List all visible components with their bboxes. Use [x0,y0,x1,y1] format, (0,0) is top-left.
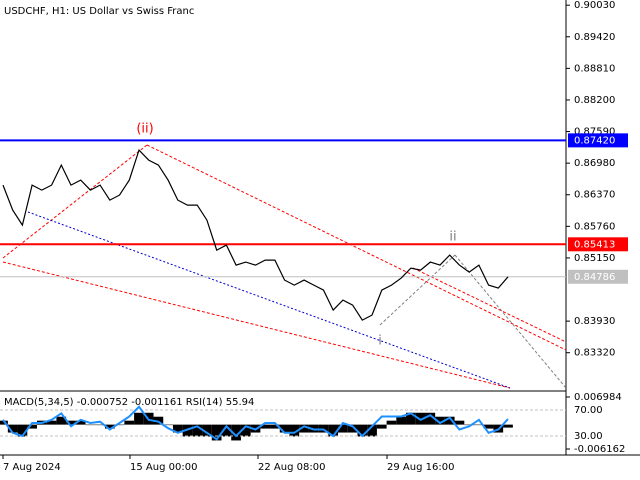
macd-bar [192,424,203,437]
macd-bar [46,420,57,425]
x-tick-label: 29 Aug 16:00 [387,462,454,473]
macd-bar [425,412,436,425]
trend-line [27,211,511,389]
macd-bar [444,416,455,425]
wave-line [379,254,456,326]
y-tick-label: 0.88200 [574,95,615,106]
macd-bar [367,424,377,437]
macd-bar [7,424,18,433]
macd-bar [396,416,407,425]
macd-bar [260,424,271,429]
y-tick-label: 0.83930 [574,316,615,327]
indicator-title: MACD(5,34,5) -0.000752 -0.001161 RSI(14)… [4,397,254,408]
macd-bar [134,412,144,425]
y-tick-label: 0.83320 [574,348,615,359]
y-tick-label: 0.88810 [574,63,615,74]
macd-bar [270,424,280,429]
y-tick-label: 0.89420 [574,32,615,43]
macd-bar [289,424,300,437]
trend-line [2,144,148,259]
macd-bar [27,424,37,429]
macd-bar [357,424,368,437]
y-tick-label: 70.00 [574,405,603,416]
trend-line [412,267,567,343]
macd-bar [338,424,348,433]
macd-bar [182,424,193,437]
macd-bar [474,424,484,426]
x-tick-label: 15 Aug 00:00 [130,462,197,473]
y-tick-label: 0.85150 [574,253,615,264]
y-tick-label: 0.006984 [574,392,622,403]
y-tick-label: 0.85760 [574,221,615,232]
wave-line [454,254,567,389]
y-tick-label: 0.86980 [574,158,615,169]
macd-bar [328,424,339,437]
macd-bar [56,416,67,425]
wave-label: (ii) [136,122,153,137]
macd-bar [163,424,173,426]
rsi-line [2,405,509,441]
macd-bar [202,424,212,437]
macd-bar [503,424,513,428]
x-tick-label: 22 Aug 08:00 [258,462,325,473]
y-tick-label: 0.87590 [574,127,615,138]
y-tick-label: 0.90030 [574,0,615,11]
macd-bar [376,424,387,429]
level-label: 0.87420 [574,135,615,146]
y-tick-label: 0.86370 [574,190,615,201]
y-tick-label: 30.00 [574,431,603,442]
macd-bar [435,416,445,425]
macd-bar [172,424,183,433]
macd-bar [231,424,241,441]
macd-bar [406,412,416,425]
macd-bar [95,424,105,426]
chart-title: USDCHF, H1: US Dollar vs Swiss Franc [4,6,194,17]
y-tick-label: -0.006162 [574,444,625,455]
level-label: 0.84786 [574,272,615,283]
level-label-box [568,133,628,148]
macd-bar [299,424,309,433]
macd-bar [483,424,494,429]
price-line [2,148,509,321]
macd-bar [240,424,251,437]
level-label-box [568,269,628,284]
trend-lines [2,144,567,389]
macd-bar [221,424,232,437]
wave-label: i [378,334,382,349]
macd-bar [386,420,397,425]
macd-bar [17,424,28,437]
macd-bar [279,424,290,433]
level-label-box [568,237,628,252]
x-tick-label: 7 Aug 2024 [3,462,61,473]
macd-bar [85,424,96,426]
wave-label: ii [449,230,456,245]
macd-bar [66,420,76,425]
trend-line [146,144,567,351]
macd-bar [464,424,475,426]
trend-line [2,261,511,389]
macd-bar [75,420,86,425]
macd-bar [454,420,465,425]
macd-bar [347,424,358,433]
macd-bar [211,424,222,441]
level-label: 0.85413 [574,239,615,250]
macd-bar [124,420,135,425]
macd-bar [104,424,115,429]
macd-bar [114,424,125,426]
macd-bar [153,416,164,425]
